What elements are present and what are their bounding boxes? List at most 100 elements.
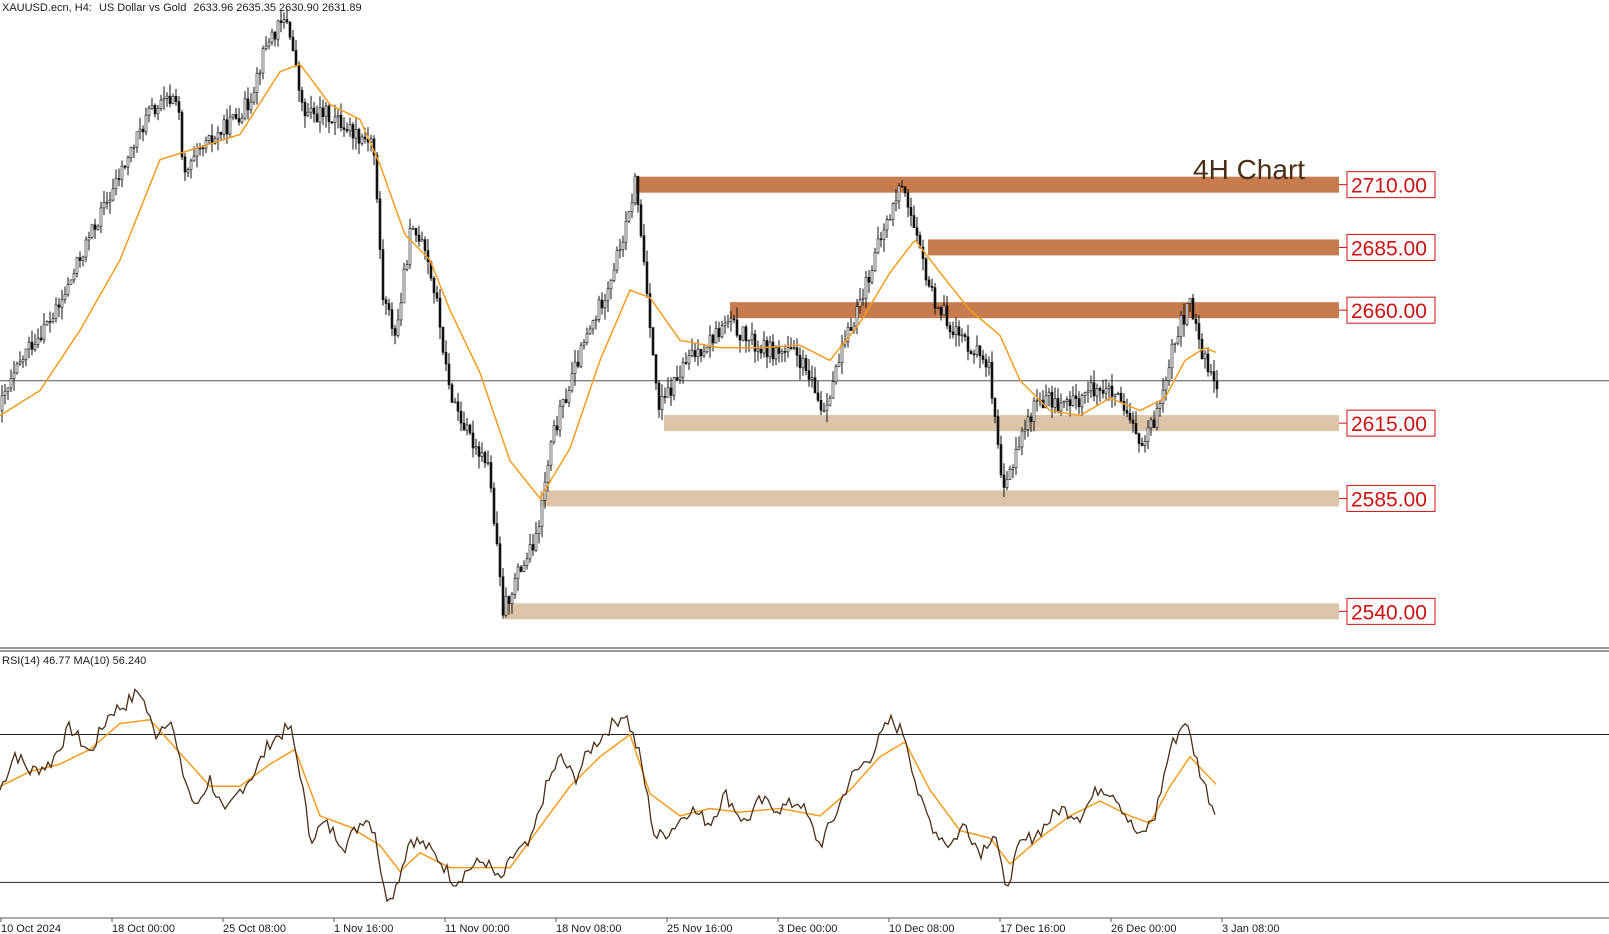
candle-body (528, 544, 532, 560)
candle-body (402, 269, 406, 304)
candle-body (411, 228, 415, 230)
candle-body (579, 344, 583, 367)
candle-body (675, 377, 679, 381)
candle-body (966, 336, 970, 352)
candle-body (69, 279, 73, 285)
x-tick-label: 18 Oct 00:00 (112, 923, 175, 934)
candle-body (774, 347, 778, 360)
candle-body (864, 276, 868, 299)
candle-body (45, 321, 49, 326)
ohlc-values: 2633.96 2635.35 2630.90 2631.89 (193, 2, 361, 14)
candle-body (783, 351, 787, 353)
candle-body (1122, 401, 1126, 411)
candle-body (378, 198, 382, 250)
candle-body (1071, 395, 1075, 407)
candle-body (681, 362, 685, 378)
x-tick-label: 25 Nov 16:00 (667, 923, 732, 934)
candle-body (162, 97, 166, 101)
candle-body (243, 98, 247, 119)
candle-body (120, 165, 124, 180)
candle-body (714, 328, 718, 344)
candle-body (408, 228, 412, 265)
candle-body (816, 392, 820, 401)
candle-body (627, 211, 631, 222)
candle-body (222, 119, 226, 135)
candle-body (309, 107, 313, 113)
candle-body (804, 358, 808, 371)
candle-body (1209, 371, 1213, 373)
level-label: 2685.00 (1351, 237, 1427, 260)
candle-body (108, 199, 112, 203)
candle-body (57, 304, 61, 308)
candle-body (444, 352, 448, 365)
level-label-box (1346, 171, 1436, 199)
candle-body (15, 363, 19, 374)
candle-body (1023, 429, 1027, 432)
level-band-2660.00 (730, 302, 1339, 319)
candle-body (90, 224, 94, 238)
candle-body (834, 366, 838, 383)
candle-body (1146, 427, 1150, 442)
candle-body (153, 105, 157, 115)
candle-body (507, 596, 511, 604)
candle-body (1056, 398, 1060, 412)
candle-body (1002, 474, 1006, 488)
candle-body (663, 396, 667, 398)
candle-body (1011, 467, 1015, 470)
candle-body (393, 328, 397, 336)
candle-body (201, 147, 205, 150)
candle-body (540, 499, 544, 527)
candle-body (1134, 423, 1138, 434)
candle-body (813, 377, 817, 394)
candle-body (651, 327, 655, 356)
candle-body (729, 318, 733, 322)
candle-body (72, 273, 76, 281)
symbol-description: US Dollar vs Gold (99, 2, 186, 14)
level-label: 2660.00 (1351, 300, 1427, 323)
candle-body (690, 350, 694, 356)
candle-body (801, 358, 805, 369)
candle-body (987, 361, 991, 368)
candle-body (837, 362, 841, 367)
candle-body (1176, 336, 1180, 344)
candle-body (897, 185, 901, 202)
candle-body (1152, 419, 1156, 428)
candle-body (1077, 398, 1081, 408)
candle-body (498, 543, 502, 578)
candle-body (522, 565, 526, 572)
candle-body (996, 416, 1000, 445)
level-label: 2615.00 (1351, 413, 1427, 436)
candle-body (360, 136, 364, 144)
candle-body (354, 129, 358, 139)
candle-body (606, 288, 610, 302)
candle-body (447, 363, 451, 386)
candle-body (255, 73, 259, 93)
candle-body (129, 147, 133, 158)
candle-body (237, 118, 241, 123)
candle-body (390, 309, 394, 329)
candle-body (459, 410, 463, 424)
candle-body (858, 299, 862, 307)
candle-body (312, 107, 316, 115)
candle-body (534, 533, 538, 551)
candle-body (609, 280, 613, 290)
candle-body (555, 425, 559, 431)
candle-body (165, 95, 169, 99)
candle-body (975, 345, 979, 355)
candle-body (1017, 446, 1021, 450)
candle-body (753, 333, 757, 352)
candle-body (564, 399, 568, 403)
candle-body (720, 325, 724, 338)
x-tick-label: 1 Nov 16:00 (334, 923, 393, 934)
candle-body (876, 238, 880, 254)
candle-body (306, 111, 310, 117)
level-label-box (1346, 597, 1436, 625)
candle-body (654, 354, 658, 384)
candle-body (336, 114, 340, 118)
candle-body (18, 361, 22, 365)
candle-body (1092, 382, 1096, 397)
symbol-label: XAUUSD.ecn, H4: (2, 2, 92, 14)
candle-body (819, 400, 823, 411)
